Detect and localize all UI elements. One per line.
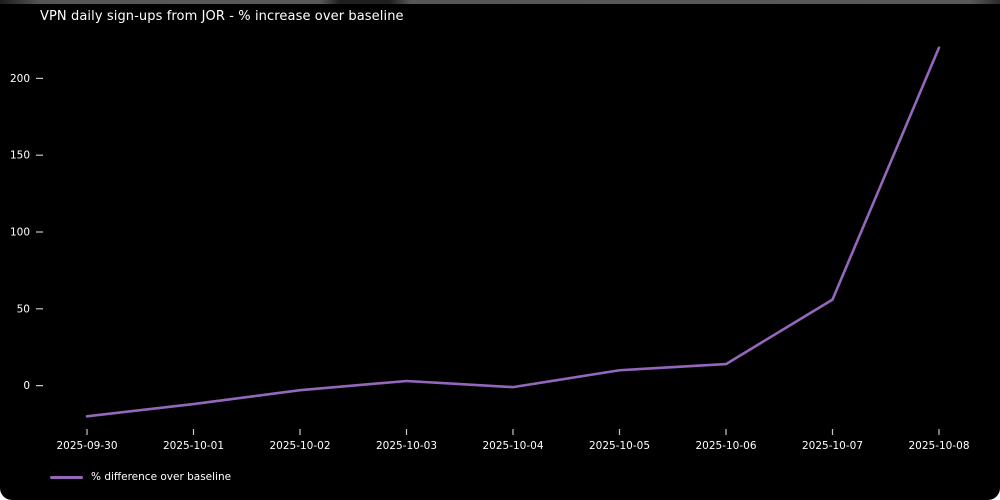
x-tick-label: 2025-10-03 — [376, 440, 437, 452]
x-tick-label: 2025-10-01 — [163, 440, 224, 452]
y-tick-label: 50 — [17, 303, 30, 315]
y-tick-label: 200 — [10, 73, 30, 85]
series-line — [85, 46, 941, 418]
y-tick-label: 100 — [10, 227, 30, 239]
x-tick-label: 2025-10-06 — [695, 440, 756, 452]
window-top-edge — [0, 0, 1000, 4]
legend-line-swatch — [50, 475, 83, 479]
chart-title: VPN daily sign-ups from JOR - % increase… — [40, 9, 404, 24]
x-tick-label: 2025-10-05 — [589, 440, 650, 452]
x-tick-label: 2025-09-30 — [56, 440, 117, 452]
y-tick-label: 0 — [23, 380, 30, 392]
legend-label: % difference over baseline — [91, 471, 232, 483]
chart-legend: % difference over baseline — [50, 471, 231, 483]
x-tick-label: 2025-10-08 — [908, 440, 969, 452]
y-tick-label: 150 — [10, 150, 30, 162]
x-tick-label: 2025-10-07 — [802, 440, 863, 452]
x-tick-label: 2025-10-04 — [482, 440, 543, 452]
x-tick-label: 2025-10-02 — [269, 440, 330, 452]
